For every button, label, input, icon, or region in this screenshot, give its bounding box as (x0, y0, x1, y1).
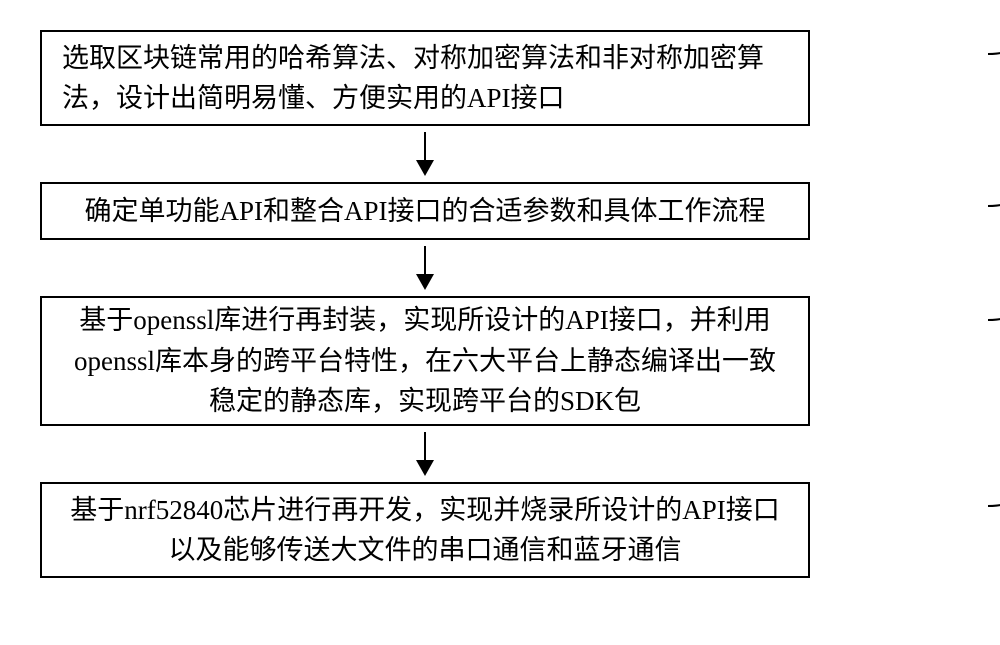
label-connector (988, 26, 1000, 56)
step-text: 选取区块链常用的哈希算法、对称加密算法和非对称加密算法，设计出简明易懂、方便实用… (62, 38, 788, 119)
arrow-container (40, 126, 810, 182)
flowchart-container: 选取区块链常用的哈希算法、对称加密算法和非对称加密算法，设计出简明易懂、方便实用… (40, 30, 960, 578)
step-box: 确定单功能API和整合API接口的合适参数和具体工作流程 (40, 182, 810, 240)
step-box: 基于nrf52840芯片进行再开发，实现并烧录所设计的API接口以及能够传送大文… (40, 482, 810, 578)
step-text: 确定单功能API和整合API接口的合适参数和具体工作流程 (84, 191, 765, 232)
step-label-group: S104 (988, 476, 1000, 508)
label-connector (988, 478, 1000, 508)
flowchart-step: 基于openssl库进行再封装，实现所设计的API接口，并利用openssl库本… (40, 296, 960, 426)
label-connector (988, 292, 1000, 322)
step-label-group: S103 (988, 290, 1000, 322)
step-text: 基于openssl库进行再封装，实现所设计的API接口，并利用openssl库本… (62, 300, 788, 422)
flowchart-step: 选取区块链常用的哈希算法、对称加密算法和非对称加密算法，设计出简明易懂、方便实用… (40, 30, 960, 126)
step-box: 选取区块链常用的哈希算法、对称加密算法和非对称加密算法，设计出简明易懂、方便实用… (40, 30, 810, 126)
step-label-group: S101 (988, 24, 1000, 56)
step-text: 基于nrf52840芯片进行再开发，实现并烧录所设计的API接口以及能够传送大文… (62, 490, 788, 571)
arrow-container (40, 240, 810, 296)
arrow-container (40, 426, 810, 482)
step-label-group: S102 (988, 176, 1000, 208)
step-box: 基于openssl库进行再封装，实现所设计的API接口，并利用openssl库本… (40, 296, 810, 426)
down-arrow-icon (410, 246, 440, 290)
down-arrow-icon (410, 432, 440, 476)
flowchart-step: 确定单功能API和整合API接口的合适参数和具体工作流程 S102 (40, 182, 960, 240)
down-arrow-icon (410, 132, 440, 176)
label-connector (988, 178, 1000, 208)
flowchart-step: 基于nrf52840芯片进行再开发，实现并烧录所设计的API接口以及能够传送大文… (40, 482, 960, 578)
